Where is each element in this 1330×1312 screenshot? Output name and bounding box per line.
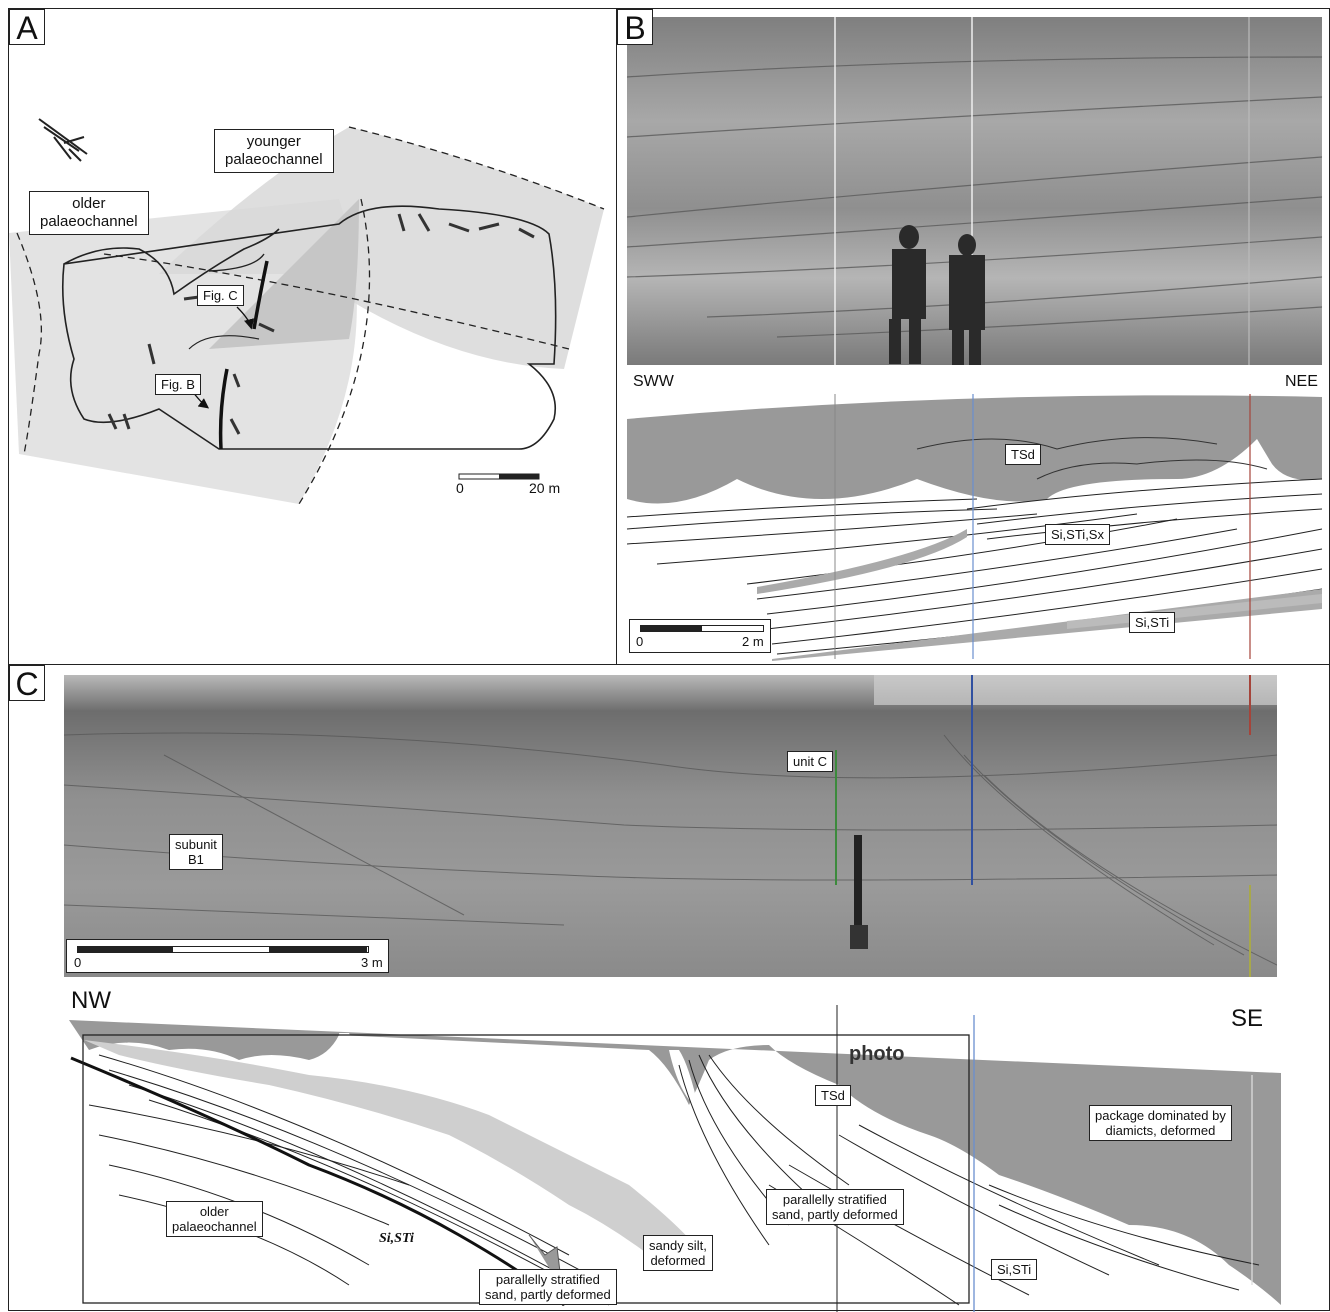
fig-c-label: Fig. C <box>197 285 244 306</box>
younger-channel-shade <box>159 127 604 369</box>
fig-b-label: Fig. B <box>155 374 201 395</box>
tsd-label-b: TSd <box>1005 444 1041 465</box>
outcrop-photo-b <box>627 17 1322 365</box>
scale-bar-c: 0 3 m <box>66 939 389 973</box>
people-figures <box>889 225 985 365</box>
panel-a: A younger palaeochannel older palaeochan… <box>8 8 618 666</box>
plan-view-map <box>9 118 605 505</box>
panel-c: unit C subunit B1 0 3 m NW SE <box>8 664 1330 1312</box>
unit-c-label: unit C <box>787 751 833 772</box>
scale-c-max: 3 m <box>361 955 383 970</box>
scale-b-zero: 0 <box>636 634 644 649</box>
panel-letter-b: B <box>617 9 653 46</box>
overlap-shade <box>209 199 359 349</box>
older-palaeochannel-label: older palaeochannel <box>29 191 149 235</box>
parallel-stratified-low-label: parallelly stratified sand, partly defor… <box>479 1269 617 1305</box>
tsd-label-c: TSd <box>815 1085 851 1106</box>
tsd-diamict-c <box>69 1020 1281 1305</box>
subunit-b1-label: subunit B1 <box>169 834 223 870</box>
parallel-stratified-mid-label: parallelly stratified sand, partly defor… <box>766 1189 904 1225</box>
panel-letter-c: C <box>9 665 45 702</box>
sketch-b <box>626 394 1323 661</box>
package-diamicts-label-visible: package dominated by diamicts, deformed <box>1089 1105 1232 1141</box>
orientation-nw: NW <box>71 987 111 1014</box>
si-sti-sx-label: Si,STi,Sx <box>1045 524 1110 545</box>
scale-a-zero: 0 <box>456 480 464 496</box>
tsd-diamict <box>627 395 1322 504</box>
older-palaeochannel-c-label: older palaeochannel <box>166 1201 263 1237</box>
scale-bar-b: 0 2 m <box>629 619 771 653</box>
older-channel-shade <box>9 199 357 504</box>
outcrop-photo-c <box>64 675 1277 977</box>
younger-palaeochannel-label: younger palaeochannel <box>214 129 334 173</box>
scale-a-max: 20 m <box>529 480 561 496</box>
panel-b: SWW NEE TSd Si,STi,Sx Si,STi 0 2 m B <box>616 8 1330 666</box>
si-sti-label-c: Si,STi <box>991 1259 1038 1280</box>
sandy-silt-label: sandy silt, deformed <box>643 1235 713 1271</box>
scale-c-zero: 0 <box>74 955 82 970</box>
scale-b-max: 2 m <box>742 634 764 649</box>
sandy-silt-shade <box>84 1040 699 1257</box>
si-sti-label-b: Si,STi <box>1129 612 1176 633</box>
orientation-sww: SWW <box>633 373 674 390</box>
panel-letter-a: A <box>9 9 45 46</box>
photo-frame-label: photo <box>849 1043 905 1065</box>
orientation-se: SE <box>1231 1005 1264 1032</box>
si-sti-italic-label: Si,STi <box>379 1231 414 1246</box>
scale-bar-a <box>458 473 540 480</box>
sketch-c <box>69 1005 1281 1312</box>
orientation-nee: NEE <box>1285 373 1318 390</box>
north-arrow-icon <box>38 118 88 162</box>
